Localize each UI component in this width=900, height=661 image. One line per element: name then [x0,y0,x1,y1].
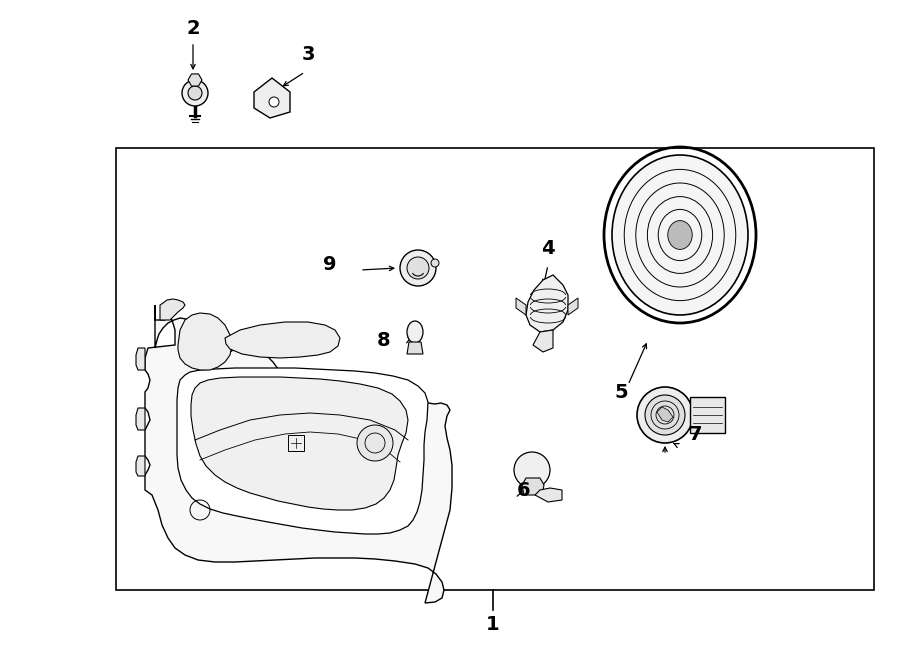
Polygon shape [145,305,452,603]
Polygon shape [177,368,428,534]
Polygon shape [254,78,290,118]
Circle shape [431,259,439,267]
Circle shape [514,452,550,488]
Text: 4: 4 [541,239,554,258]
Text: 5: 5 [614,383,628,403]
Circle shape [400,250,436,286]
Circle shape [357,425,393,461]
Text: 3: 3 [302,46,315,65]
Polygon shape [522,478,544,495]
Text: 8: 8 [377,330,391,350]
Polygon shape [568,298,578,315]
Polygon shape [191,377,408,510]
Polygon shape [516,298,526,315]
Polygon shape [407,342,423,354]
Ellipse shape [668,221,692,249]
Circle shape [407,257,429,279]
Bar [116,148,874,590]
Text: 7: 7 [688,426,702,444]
Circle shape [637,387,693,443]
Polygon shape [136,456,145,476]
Circle shape [188,86,202,100]
Circle shape [645,395,685,435]
Polygon shape [225,322,340,358]
Ellipse shape [612,155,748,315]
Polygon shape [178,313,232,370]
Text: 2: 2 [186,19,200,38]
Polygon shape [136,408,145,430]
Bar [288,435,304,451]
Polygon shape [533,330,553,352]
Polygon shape [160,299,185,320]
Polygon shape [526,275,568,332]
Text: 6: 6 [518,481,531,500]
Text: 9: 9 [323,256,337,274]
Polygon shape [657,407,673,422]
Polygon shape [136,348,145,370]
Text: 1: 1 [486,615,500,635]
Bar [690,397,725,433]
Ellipse shape [407,321,423,343]
Polygon shape [535,488,562,502]
Circle shape [269,97,279,107]
Circle shape [182,80,208,106]
Polygon shape [188,74,202,86]
